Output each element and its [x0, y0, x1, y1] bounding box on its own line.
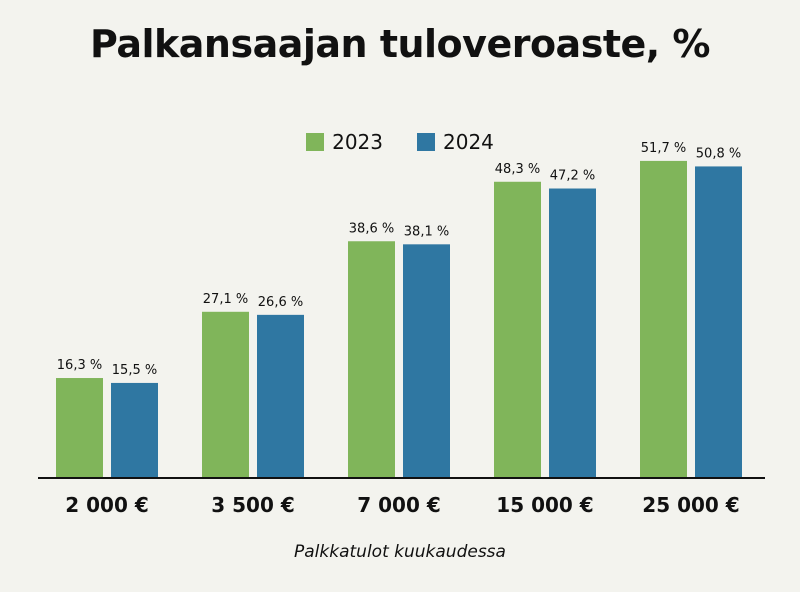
data-label-2023-0: 16,3 % — [57, 358, 102, 373]
bar-2024-1 — [257, 314, 304, 478]
bar-2024-0 — [111, 382, 158, 478]
data-label-2024-4: 50,8 % — [696, 146, 741, 161]
bar-2023-3 — [494, 181, 541, 478]
legend-label-2024: 2024 — [443, 130, 494, 154]
data-label-2024-0: 15,5 % — [112, 363, 157, 378]
bar-2024-2 — [403, 244, 450, 478]
bar-2023-0 — [56, 378, 103, 478]
chart-title: Palkansaajan tuloveroaste, % — [90, 22, 711, 66]
bar-2024-3 — [549, 188, 596, 479]
x-tick-label-4: 25 000 € — [642, 493, 739, 517]
x-tick-label-1: 3 500 € — [211, 493, 295, 517]
x-tick-label-2: 7 000 € — [357, 493, 441, 517]
legend: 2023 2024 — [0, 130, 800, 154]
legend-label-2023: 2023 — [332, 130, 383, 154]
legend-item-2023: 2023 — [306, 130, 383, 154]
legend-swatch-2023 — [306, 133, 325, 151]
legend-item-2024: 2024 — [417, 130, 494, 154]
data-label-2023-1: 27,1 % — [203, 292, 248, 307]
data-label-2024-1: 26,6 % — [258, 295, 303, 310]
bar-2023-1 — [202, 311, 249, 478]
x-tick-label-0: 2 000 € — [65, 493, 149, 517]
x-axis-title: Palkkatulot kuukaudessa — [294, 542, 506, 562]
x-tick-label-3: 15 000 € — [496, 493, 593, 517]
bar-2024-4 — [695, 166, 742, 478]
data-label-2024-2: 38,1 % — [404, 224, 449, 239]
data-label-2024-3: 47,2 % — [550, 169, 595, 184]
bar-2023-2 — [348, 241, 395, 478]
data-label-2023-3: 48,3 % — [495, 162, 540, 177]
data-label-2023-4: 51,7 % — [641, 141, 686, 156]
legend-swatch-2024 — [417, 133, 435, 151]
data-label-2023-2: 38,6 % — [349, 221, 394, 236]
bar-2023-4 — [640, 160, 687, 478]
